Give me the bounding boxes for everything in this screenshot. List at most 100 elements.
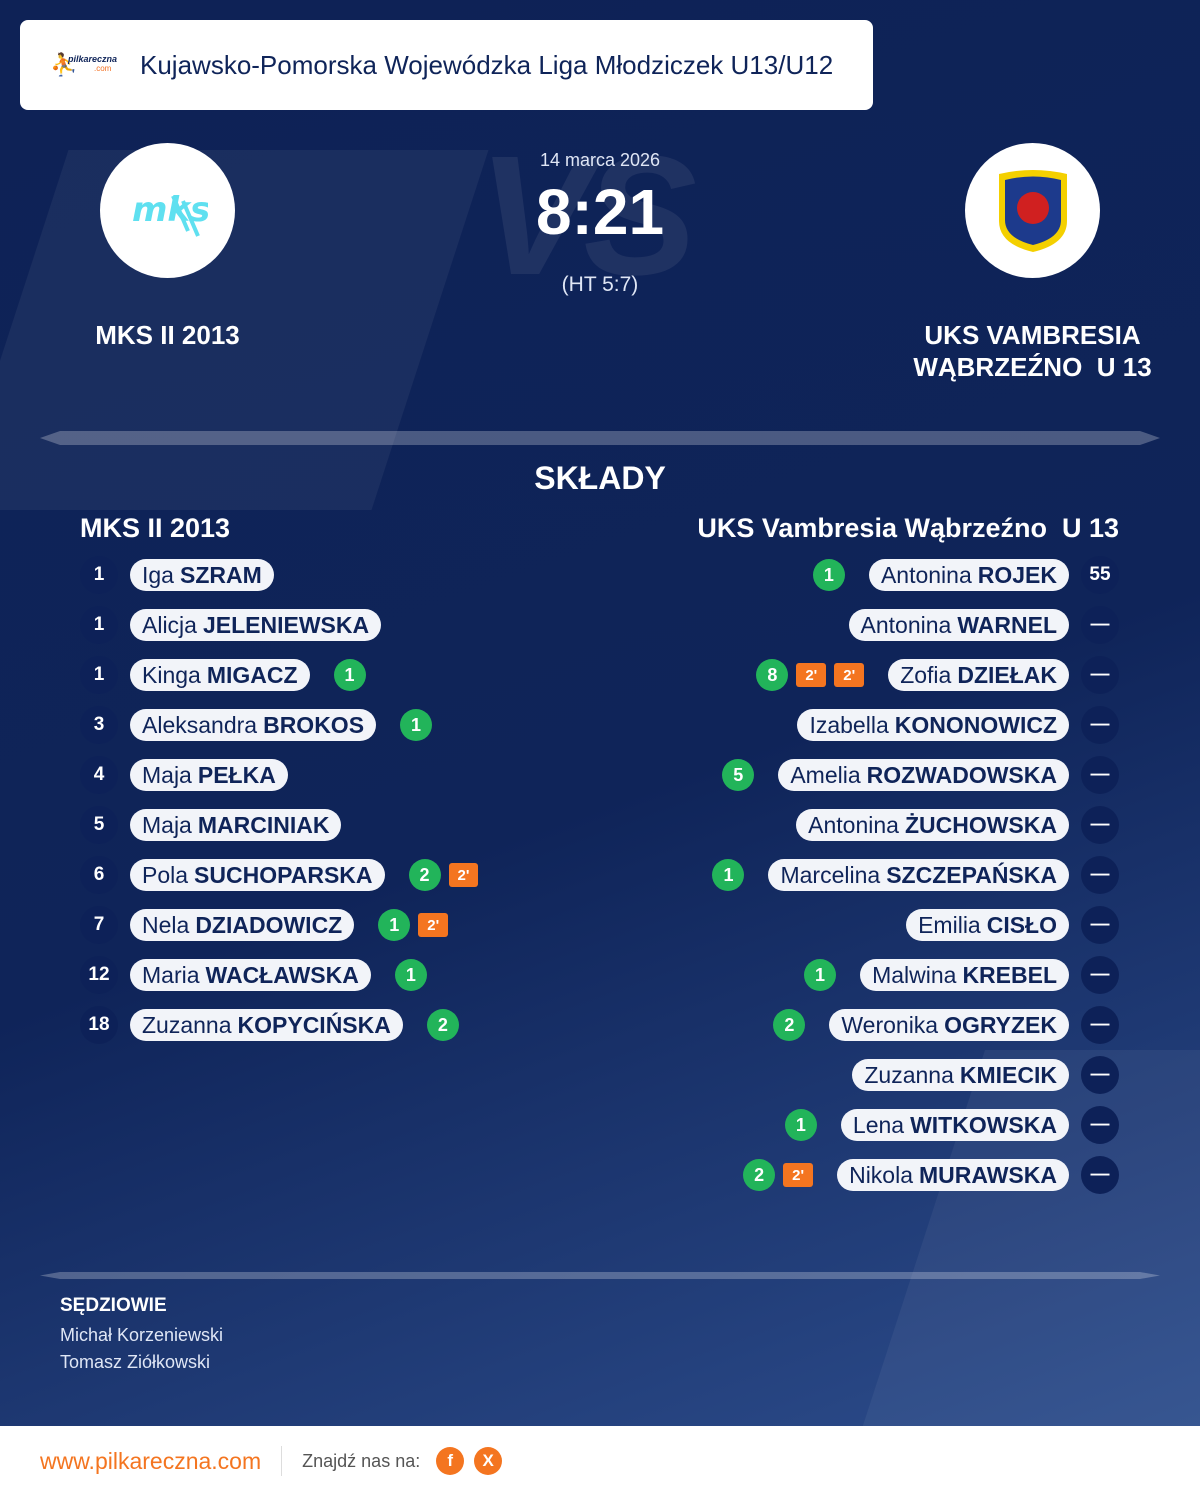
divider xyxy=(40,1272,1160,1279)
player-events: 1 xyxy=(400,709,433,741)
player-name[interactable]: Emilia CISŁO xyxy=(906,909,1069,941)
player-name[interactable]: Alicja JELENIEWSKA xyxy=(130,609,382,641)
player-name[interactable]: Amelia ROZWADOWSKA xyxy=(778,759,1069,791)
player-row: 3 Aleksandra BROKOS 1 xyxy=(80,706,433,744)
player-events: 1 xyxy=(712,859,745,891)
player-row: 1 Antonina ROJEK 55 xyxy=(812,556,1119,594)
player-row: 18 Zuzanna KOPYCIŃSKA 2 xyxy=(80,1006,459,1044)
player-last-name: SZRAM xyxy=(179,561,262,588)
player-last-name: DZIADOWICZ xyxy=(195,911,343,938)
x-icon[interactable]: X xyxy=(474,1447,503,1475)
lineups-title: SKŁADY xyxy=(534,460,666,496)
pilkareczna-logo[interactable]: ⛹ pilkareczna .com xyxy=(50,52,118,77)
player-last-name: JELENIEWSKA xyxy=(202,611,370,638)
player-events: 2 xyxy=(426,1009,459,1041)
player-number: — xyxy=(1081,1106,1119,1144)
player-name[interactable]: Weronika OGRYZEK xyxy=(829,1009,1069,1041)
player-number: — xyxy=(1081,956,1119,994)
player-first-name: Marcelina xyxy=(780,861,881,888)
player-name[interactable]: Maja PEŁKA xyxy=(130,759,288,791)
player-first-name: Weronika xyxy=(841,1011,939,1038)
footer-separator xyxy=(281,1446,283,1476)
divider xyxy=(40,431,1160,445)
player-row: 5 Maja MARCINIAK xyxy=(80,806,365,844)
halftime-score: (HT 5:7) xyxy=(561,273,639,296)
match-date: 14 marca 2026 xyxy=(539,150,661,170)
player-row: 4 Maja PEŁKA xyxy=(80,756,312,794)
player-name[interactable]: Lena WITKOWSKA xyxy=(840,1109,1069,1141)
player-first-name: Nikola xyxy=(849,1161,913,1188)
player-row: Antonina WARNEL — xyxy=(825,606,1119,644)
player-name[interactable]: Antonina ROJEK xyxy=(868,559,1069,591)
player-number: 4 xyxy=(80,756,118,794)
player-name[interactable]: Nikola MURAWSKA xyxy=(837,1159,1069,1191)
home-lineup-title: MKS II 2013 xyxy=(80,513,231,543)
player-number: 1 xyxy=(80,656,118,694)
away-team-name-line1: UKS VAMBRESIA xyxy=(924,320,1141,350)
player-number: — xyxy=(1081,706,1119,744)
player-row: Zuzanna KMIECIK — xyxy=(828,1056,1119,1094)
player-first-name: Zuzanna xyxy=(142,1011,232,1038)
player-row: 1 Malwina KREBEL — xyxy=(804,956,1119,994)
player-row: 8 2' 2' Zofia DZIEŁAK — xyxy=(756,656,1119,694)
goals-badge: 1 xyxy=(804,959,837,991)
player-name[interactable]: Maria WACŁAWSKA xyxy=(130,959,371,991)
player-first-name: Pola xyxy=(142,861,189,888)
facebook-icon[interactable]: f xyxy=(436,1447,465,1475)
away-team-name: UKS VAMBRESIA WĄBRZEŹNO U 13 xyxy=(890,319,1175,383)
player-first-name: Izabella xyxy=(809,711,889,738)
player-events: 1 xyxy=(333,659,366,691)
player-first-name: Zofia xyxy=(900,661,952,688)
player-row: 1 Lena WITKOWSKA — xyxy=(784,1106,1119,1144)
footer: www.pilkareczna.com Znajdź nas na: f X xyxy=(0,1426,1200,1496)
player-number: 12 xyxy=(80,956,118,994)
away-team-crest xyxy=(965,143,1100,278)
player-name[interactable]: Zuzanna KMIECIK xyxy=(852,1059,1069,1091)
player-name[interactable]: Antonina ŻUCHOWSKA xyxy=(796,809,1069,841)
player-number: — xyxy=(1081,1056,1119,1094)
league-header: ⛹ pilkareczna .com Kujawsko-Pomorska Wojew… xyxy=(20,20,873,110)
player-name[interactable]: Nela DZIADOWICZ xyxy=(130,909,355,941)
goals-badge: 2 xyxy=(773,1009,806,1041)
player-row: 1 Iga SZRAM xyxy=(80,556,298,594)
player-name[interactable]: Malwina KREBEL xyxy=(860,959,1069,991)
player-events: 1 xyxy=(784,1109,817,1141)
player-name[interactable]: Zuzanna KOPYCIŃSKA xyxy=(130,1009,403,1041)
player-name[interactable]: Maja MARCINIAK xyxy=(130,809,342,841)
player-last-name: WACŁAWSKA xyxy=(205,961,359,988)
player-row: 1 Kinga MIGACZ 1 xyxy=(80,656,366,694)
player-events: 2 2' xyxy=(408,859,479,891)
player-first-name: Malwina xyxy=(872,961,957,988)
player-row: 12 Maria WACŁAWSKA 1 xyxy=(80,956,427,994)
player-name[interactable]: Zofia DZIEŁAK xyxy=(888,659,1069,691)
player-number: — xyxy=(1081,1006,1119,1044)
player-last-name: WITKOWSKA xyxy=(910,1111,1057,1138)
player-first-name: Iga xyxy=(142,561,174,588)
player-last-name: SZCZEPAŃSKA xyxy=(886,861,1057,888)
player-last-name: SUCHOPARSKA xyxy=(194,861,373,888)
league-title: Kujawsko-Pomorska Wojewódzka Liga Młodzi… xyxy=(140,49,834,80)
player-number: — xyxy=(1081,756,1119,794)
match-card: ⛹ pilkareczna .com Kujawsko-Pomorska Wojew… xyxy=(0,0,1200,1426)
player-name[interactable]: Marcelina SZCZEPAŃSKA xyxy=(768,859,1069,891)
player-name[interactable]: Antonina WARNEL xyxy=(848,609,1069,641)
player-last-name: MARCINIAK xyxy=(197,811,330,838)
player-name[interactable]: Izabella KONONOWICZ xyxy=(797,709,1069,741)
player-first-name: Kinga xyxy=(142,661,201,688)
player-number: 3 xyxy=(80,706,118,744)
player-name[interactable]: Iga SZRAM xyxy=(130,559,274,591)
player-row: 2 Weronika OGRYZEK — xyxy=(773,1006,1119,1044)
player-name[interactable]: Kinga MIGACZ xyxy=(130,659,310,691)
player-name[interactable]: Aleksandra BROKOS xyxy=(130,709,377,741)
player-events: 2 2' xyxy=(743,1159,814,1191)
website-link[interactable]: www.pilkareczna.com xyxy=(40,1447,262,1474)
player-row: 1 Alicja JELENIEWSKA xyxy=(80,606,405,644)
player-last-name: ŻUCHOWSKA xyxy=(904,811,1057,838)
match-score: 8:21 xyxy=(535,176,665,248)
player-first-name: Emilia xyxy=(918,911,981,938)
player-events: 1 xyxy=(394,959,427,991)
player-name[interactable]: Pola SUCHOPARSKA xyxy=(130,859,385,891)
player-number: — xyxy=(1081,856,1119,894)
player-first-name: Zuzanna xyxy=(864,1061,954,1088)
goals-badge: 1 xyxy=(712,859,745,891)
